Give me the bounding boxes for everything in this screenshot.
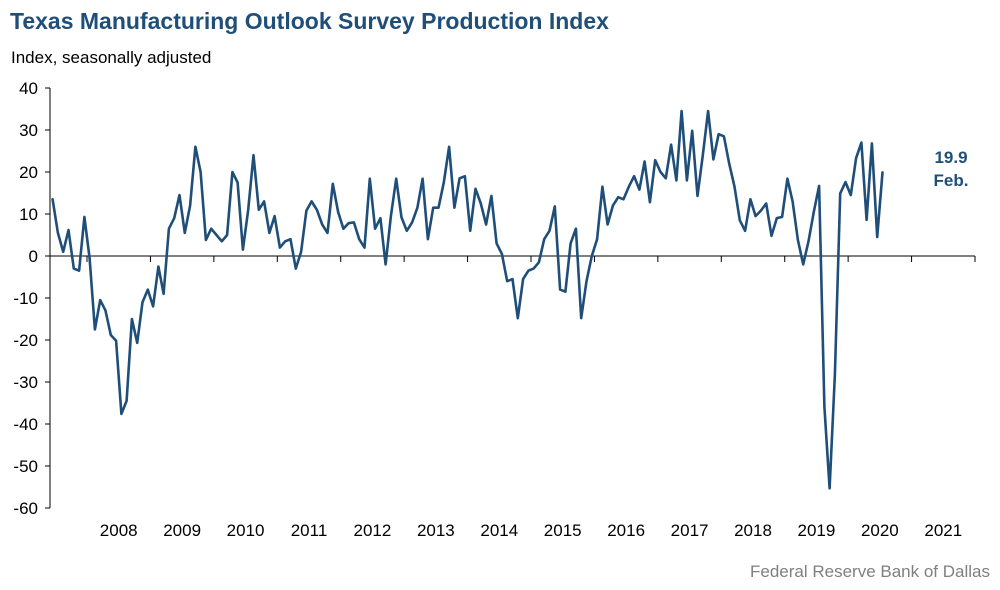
y-tick-label: -10: [13, 289, 38, 308]
x-tick-label: 2017: [671, 521, 709, 540]
x-tick-label: 2016: [607, 521, 645, 540]
y-axis: 40 30 20 10 0 -10 -20 -30 -40 -50 -60: [13, 79, 51, 518]
production-index-line: [51, 109, 884, 490]
x-tick-label: 2010: [227, 521, 265, 540]
last-month-label: Feb.: [934, 171, 969, 190]
chart-subtitle: Index, seasonally adjusted: [11, 48, 212, 67]
y-tick-label: 0: [29, 247, 38, 266]
y-tick-label: -50: [13, 457, 38, 476]
y-tick-label: 30: [19, 121, 38, 140]
x-tick-label: 2019: [798, 521, 836, 540]
x-tick-label: 2008: [100, 521, 138, 540]
x-tick-label: 2014: [480, 521, 518, 540]
x-tick-label: 2015: [544, 521, 582, 540]
y-tick-label: 20: [19, 163, 38, 182]
x-tick-label: 2020: [861, 521, 899, 540]
y-tick-label: 10: [19, 205, 38, 224]
last-value-label: 19.9: [934, 148, 967, 167]
series-layer: [51, 109, 884, 490]
y-tick-label: -20: [13, 331, 38, 350]
x-tick-label: 2021: [924, 521, 962, 540]
source-credit: Federal Reserve Bank of Dallas: [749, 562, 990, 581]
chart-title: Texas Manufacturing Outlook Survey Produ…: [10, 8, 609, 34]
y-tick-label: 40: [19, 79, 38, 98]
x-tick-label: 2018: [734, 521, 772, 540]
x-tick-label: 2009: [163, 521, 201, 540]
y-tick-label: -30: [13, 373, 38, 392]
y-tick-label: -40: [13, 415, 38, 434]
annotation-layer: 19.9 Feb.: [934, 148, 969, 190]
x-tick-label: 2011: [291, 521, 328, 540]
x-tick-label: 2012: [354, 521, 392, 540]
y-tick-label: -60: [13, 499, 38, 518]
x-tick-label: 2013: [417, 521, 455, 540]
